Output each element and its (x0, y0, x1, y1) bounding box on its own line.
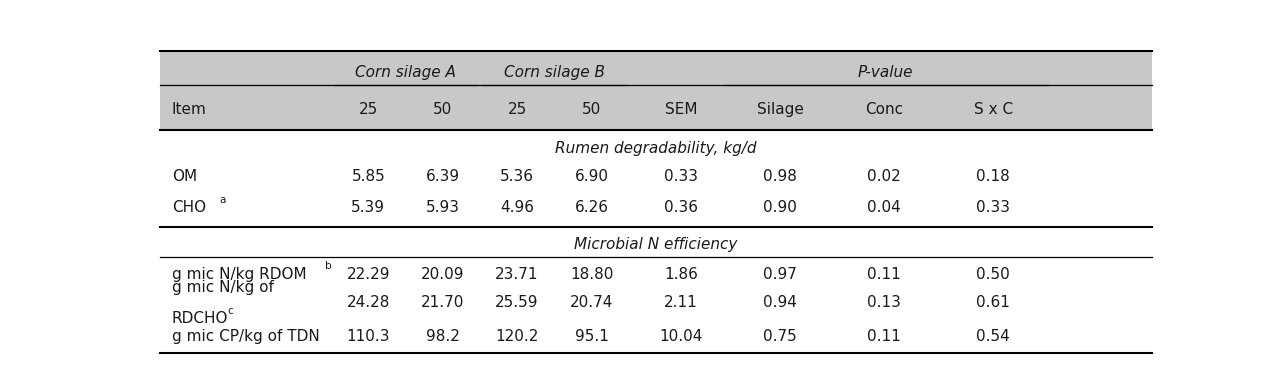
Text: 0.97: 0.97 (763, 267, 797, 282)
Text: S x C: S x C (974, 102, 1012, 117)
Text: 0.54: 0.54 (977, 330, 1010, 344)
Text: 18.80: 18.80 (570, 267, 613, 282)
Text: 0.33: 0.33 (664, 169, 698, 184)
Text: 110.3: 110.3 (347, 330, 390, 344)
Text: Corn silage A: Corn silage A (355, 65, 456, 80)
Text: a: a (220, 195, 225, 205)
Text: 0.11: 0.11 (868, 330, 901, 344)
Text: 23.71: 23.71 (495, 267, 539, 282)
Text: 0.50: 0.50 (977, 267, 1010, 282)
Text: 0.02: 0.02 (868, 169, 901, 184)
Text: 21.70: 21.70 (421, 295, 465, 310)
Text: 0.11: 0.11 (868, 267, 901, 282)
Text: 0.36: 0.36 (664, 200, 698, 215)
Text: g mic N/kg RDOM: g mic N/kg RDOM (172, 267, 306, 282)
Text: b: b (325, 262, 332, 272)
Text: Item: Item (172, 102, 207, 117)
Text: 50: 50 (433, 102, 452, 117)
Text: 20.09: 20.09 (421, 267, 465, 282)
Bar (160, 51, 1152, 130)
Text: 98.2: 98.2 (426, 330, 460, 344)
Text: 25.59: 25.59 (495, 295, 539, 310)
Text: 22.29: 22.29 (347, 267, 390, 282)
Text: 0.13: 0.13 (868, 295, 901, 310)
Text: c: c (228, 306, 233, 315)
Text: 2.11: 2.11 (664, 295, 698, 310)
Text: Conc: Conc (865, 102, 904, 117)
Text: 0.04: 0.04 (868, 200, 901, 215)
Text: 5.85: 5.85 (352, 169, 385, 184)
Text: 5.93: 5.93 (426, 200, 460, 215)
Text: 50: 50 (582, 102, 602, 117)
Text: g mic N/kg of: g mic N/kg of (172, 280, 274, 295)
Text: Silage: Silage (756, 102, 804, 117)
Text: 5.39: 5.39 (351, 200, 385, 215)
Text: 5.36: 5.36 (500, 169, 534, 184)
Text: RDCHO: RDCHO (172, 311, 228, 326)
Text: 0.94: 0.94 (763, 295, 797, 310)
Text: 6.90: 6.90 (575, 169, 608, 184)
Text: 120.2: 120.2 (495, 330, 539, 344)
Text: 4.96: 4.96 (500, 200, 534, 215)
Text: 0.33: 0.33 (977, 200, 1010, 215)
Text: SEM: SEM (664, 102, 698, 117)
Text: 95.1: 95.1 (575, 330, 608, 344)
Text: Microbial N efficiency: Microbial N efficiency (575, 237, 737, 252)
Text: CHO: CHO (172, 200, 206, 215)
Text: 0.61: 0.61 (977, 295, 1010, 310)
Text: 24.28: 24.28 (347, 295, 390, 310)
Text: 6.26: 6.26 (575, 200, 608, 215)
Text: 6.39: 6.39 (426, 169, 460, 184)
Text: Rumen degradability, kg/d: Rumen degradability, kg/d (556, 141, 756, 156)
Text: 0.75: 0.75 (763, 330, 797, 344)
Text: 25: 25 (507, 102, 527, 117)
Text: 0.18: 0.18 (977, 169, 1010, 184)
Text: 20.74: 20.74 (570, 295, 613, 310)
Text: 0.90: 0.90 (763, 200, 797, 215)
Text: 1.86: 1.86 (664, 267, 698, 282)
Text: 25: 25 (358, 102, 378, 117)
Text: g mic CP/kg of TDN: g mic CP/kg of TDN (172, 330, 320, 344)
Text: Corn silage B: Corn silage B (504, 65, 605, 80)
Text: OM: OM (172, 169, 197, 184)
Text: 0.98: 0.98 (763, 169, 797, 184)
Text: P-value: P-value (858, 65, 914, 80)
Text: 10.04: 10.04 (659, 330, 703, 344)
